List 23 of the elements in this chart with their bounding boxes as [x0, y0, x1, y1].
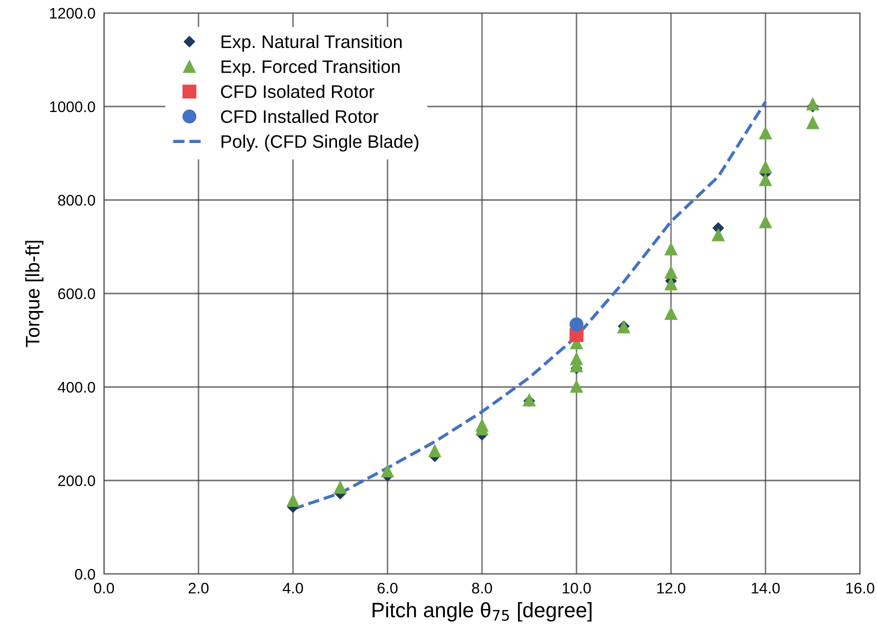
x-tick-label: 14.0: [752, 582, 780, 594]
y-tick-label: 400.0: [58, 382, 96, 393]
x-tick-label: 0.0: [94, 582, 114, 594]
y-tick-label: 600.0: [58, 288, 96, 300]
x-tick-label: 8.0: [472, 582, 492, 594]
y-tick-label: 800.0: [58, 194, 96, 206]
legend-label: Exp. Forced Transition: [222, 60, 400, 77]
y-tick-label: 1000.0: [50, 101, 96, 112]
x-tick-label: 10.0: [562, 582, 591, 594]
y-tick-label: 0.0: [75, 568, 96, 580]
x-tick-label: 16.0: [846, 582, 874, 594]
x-tick-label: 12.0: [657, 582, 686, 594]
y-tick-label: 200.0: [58, 475, 96, 486]
x-tick-label: 2.0: [188, 582, 209, 594]
x-tick-label: 6.0: [378, 582, 398, 594]
y-tick-label: 1200.0: [50, 8, 96, 19]
legend-label: CFD Isolated Rotor: [221, 84, 374, 98]
x-axis-title: Pitch angle θ$_{75}$ [degree]: [372, 602, 592, 622]
legend-label: Poly. (CFD Single Blade): [222, 134, 418, 152]
legend-label: Exp. Natural Transition: [222, 34, 402, 52]
x-tick-label: 4.0: [282, 582, 304, 594]
y-axis-title: Torque [lb-ft]: [25, 240, 44, 348]
legend-label: CFD Installed Rotor: [221, 110, 378, 123]
